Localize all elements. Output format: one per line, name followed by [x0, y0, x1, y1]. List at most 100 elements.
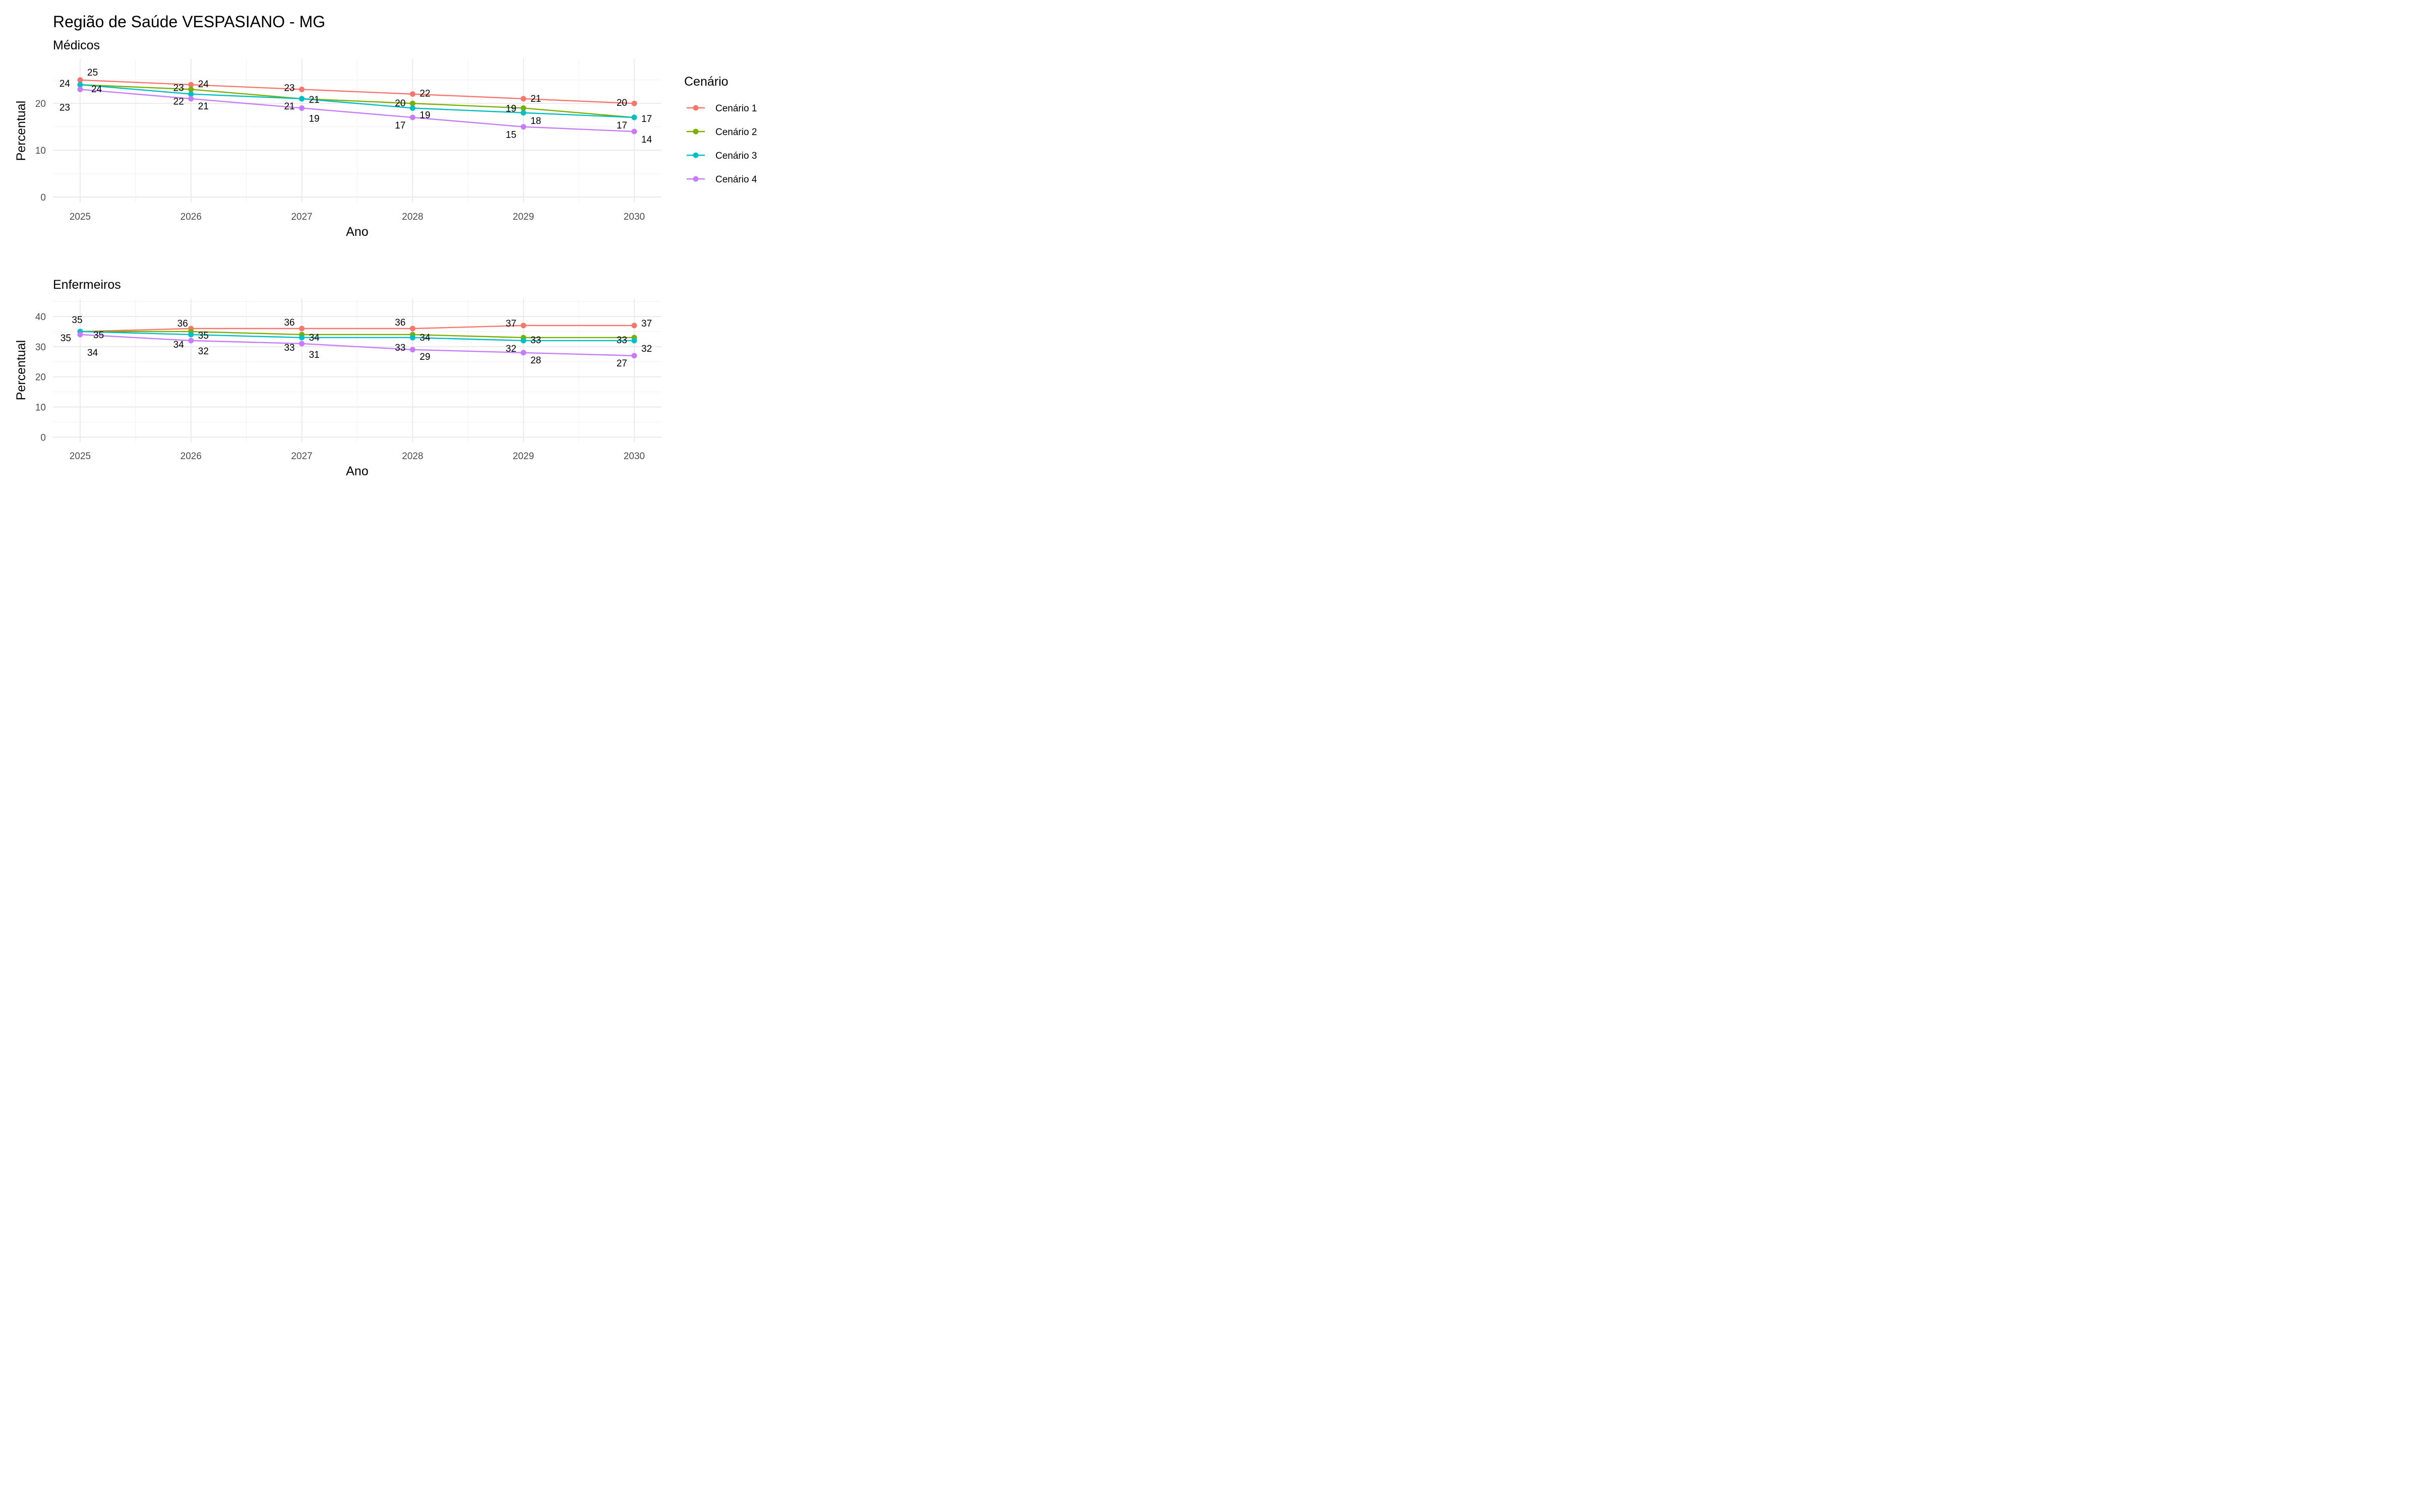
panel-subtitle: Enfermeiros	[53, 278, 121, 292]
data-point-cenario-1	[409, 91, 415, 97]
data-label: 36	[395, 318, 405, 328]
data-point-cenario-4	[77, 86, 83, 92]
data-point-cenario-4	[299, 341, 305, 347]
y-tick-label: 10	[35, 146, 46, 156]
data-label: 34	[173, 340, 185, 350]
data-point-cenario-3	[188, 332, 194, 338]
x-tick-label: 2025	[70, 212, 91, 222]
panel-subtitle: Médicos	[53, 38, 100, 52]
series-line-cenario-2	[80, 84, 635, 118]
data-point-cenario-4	[409, 347, 415, 353]
data-label: 25	[87, 68, 98, 78]
x-tick-label: 2025	[70, 451, 91, 462]
data-point-cenario-1	[631, 100, 637, 106]
data-point-cenario-4	[188, 338, 194, 344]
series-line-cenario-3	[80, 331, 634, 342]
data-label: 21	[198, 101, 209, 112]
data-label: 19	[419, 110, 430, 120]
data-point-cenario-4	[631, 129, 637, 135]
y-axis-title: Percentual	[14, 101, 28, 161]
data-label: 36	[177, 319, 188, 329]
series-line-cenario-3	[80, 84, 635, 118]
legend-label: Cenário 1	[715, 103, 757, 114]
data-point-cenario-4	[77, 332, 83, 338]
data-label: 33	[395, 343, 405, 353]
series-line-cenario-1	[80, 79, 635, 104]
y-tick-label: 0	[40, 193, 46, 203]
data-point-cenario-3	[299, 96, 305, 102]
x-tick-label: 2030	[624, 212, 645, 222]
data-point-cenario-3	[409, 105, 415, 111]
data-label: 37	[641, 319, 652, 329]
data-label: 21	[284, 101, 294, 112]
data-point-cenario-1	[188, 82, 194, 88]
data-point-cenario-3	[77, 82, 83, 88]
legend-label: Cenário 4	[715, 174, 757, 185]
x-tick-label: 2030	[624, 451, 645, 462]
data-point-cenario-1	[299, 326, 305, 332]
data-label: 23	[284, 83, 294, 93]
data-label: 31	[309, 350, 320, 360]
data-label: 22	[419, 89, 430, 99]
data-label: 22	[173, 97, 184, 107]
data-point-cenario-3	[520, 110, 526, 116]
series-line-cenario-1	[80, 325, 634, 333]
y-tick-label: 20	[35, 99, 46, 109]
data-label: 17	[617, 120, 627, 131]
data-point-cenario-4	[299, 105, 305, 111]
data-label: 36	[284, 318, 294, 328]
data-point-cenario-3	[409, 335, 415, 341]
data-point-cenario-4	[631, 353, 637, 359]
data-point-cenario-3	[188, 91, 194, 97]
data-label: 20	[395, 98, 405, 109]
legend-item-cenario-1: Cenário 1	[687, 103, 757, 114]
y-tick-label: 40	[35, 312, 46, 323]
data-label: 24	[59, 79, 71, 89]
x-axis-title: Ano	[346, 464, 368, 478]
data-point-cenario-1	[631, 323, 637, 329]
data-label: 24	[198, 79, 209, 90]
data-label: 20	[617, 98, 627, 108]
data-label: 19	[506, 103, 516, 114]
series-line-cenario-4	[80, 89, 635, 133]
data-label: 17	[395, 120, 405, 131]
data-label: 19	[309, 113, 320, 124]
data-point-cenario-3	[631, 114, 637, 120]
data-label: 33	[284, 343, 294, 353]
y-tick-label: 10	[35, 403, 46, 413]
data-label: 15	[506, 130, 516, 141]
data-point-cenario-1	[409, 326, 415, 332]
data-label: 33	[617, 335, 627, 346]
data-label: 35	[72, 315, 82, 326]
data-label: 32	[506, 344, 516, 354]
data-label: 23	[59, 102, 70, 113]
y-axis-title: Percentual	[14, 340, 28, 401]
data-point-cenario-3	[299, 335, 305, 341]
data-label: 29	[419, 352, 430, 362]
data-label: 33	[530, 335, 541, 346]
chart-root: Região de Saúde VESPASIANO - MG Médicos 0…	[0, 0, 779, 486]
legend-title: Cenário	[684, 75, 729, 89]
legend-key-point	[693, 152, 699, 158]
data-label: 32	[641, 344, 652, 354]
x-tick-label: 2028	[402, 451, 423, 462]
x-axis-title: Ano	[346, 225, 368, 239]
data-label: 21	[309, 95, 320, 105]
data-point-cenario-4	[409, 114, 415, 120]
legend-item-cenario-4: Cenário 4	[687, 174, 757, 185]
series-line-cenario-4	[80, 334, 635, 356]
data-point-cenario-1	[520, 323, 526, 329]
legend-label: Cenário 3	[715, 151, 757, 161]
data-point-cenario-4	[520, 124, 526, 130]
chart-canvas: Região de Saúde VESPASIANO - MG Médicos 0…	[14, 13, 757, 478]
x-tick-label: 2026	[180, 451, 202, 462]
data-point-cenario-3	[520, 338, 526, 344]
legend: Cenário Cenário 1 Cenário 2 Cenário 3 Cenár…	[684, 75, 757, 185]
x-tick-label: 2029	[513, 451, 534, 462]
data-label: 17	[641, 114, 652, 124]
x-tick-label: 2029	[513, 212, 534, 222]
data-point-cenario-1	[299, 86, 305, 92]
chart-title: Região de Saúde VESPASIANO - MG	[53, 13, 325, 31]
data-label: 35	[60, 333, 71, 344]
